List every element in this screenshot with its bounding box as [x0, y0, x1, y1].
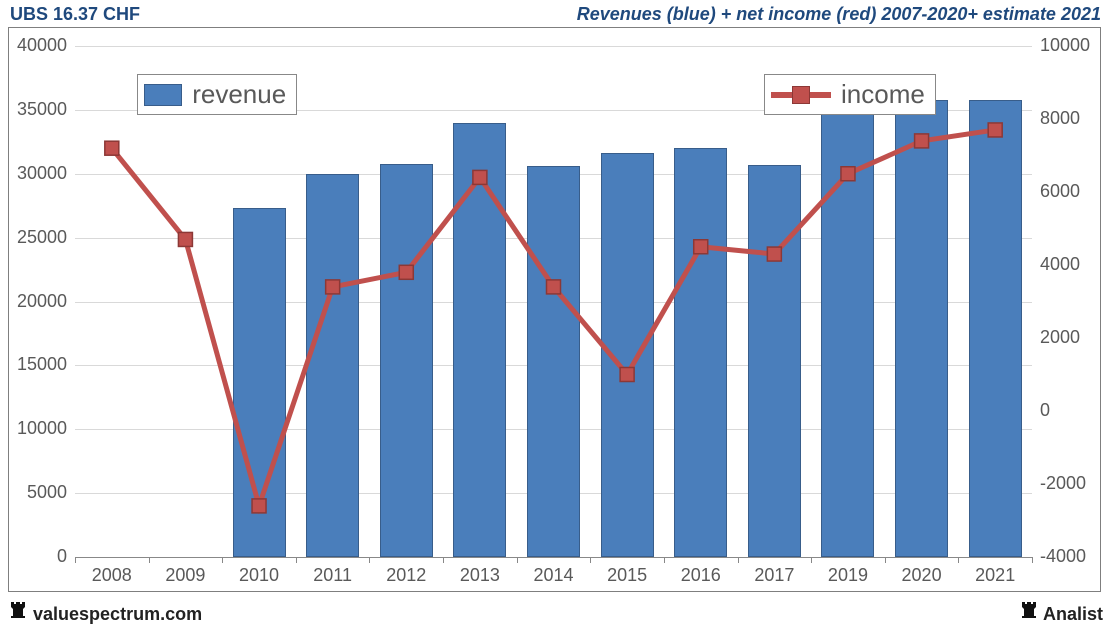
footer-right-text: Analist [1043, 604, 1103, 624]
ytick-right: 0 [1040, 400, 1050, 421]
income-marker [915, 134, 929, 148]
xtick-label: 2016 [681, 565, 721, 586]
ytick-right: -2000 [1040, 473, 1086, 494]
xtick-mark [149, 557, 150, 563]
income-line [112, 130, 995, 506]
xtick-label: 2015 [607, 565, 647, 586]
gridline [75, 557, 1032, 558]
xtick-label: 2013 [460, 565, 500, 586]
xtick-label: 2009 [165, 565, 205, 586]
legend-revenue-swatch [144, 84, 182, 106]
legend-income: income [764, 74, 936, 115]
xtick-label: 2021 [975, 565, 1015, 586]
xtick-mark [664, 557, 665, 563]
income-marker [694, 240, 708, 254]
income-line-layer [75, 46, 1032, 557]
xtick-mark [443, 557, 444, 563]
income-marker [178, 232, 192, 246]
rook-icon [1019, 600, 1039, 625]
ytick-left: 30000 [17, 163, 67, 184]
xtick-mark [811, 557, 812, 563]
xtick-mark [885, 557, 886, 563]
xtick-mark [958, 557, 959, 563]
ytick-right: 8000 [1040, 108, 1080, 129]
ytick-left: 5000 [27, 482, 67, 503]
income-marker [547, 280, 561, 294]
rook-icon [8, 600, 28, 625]
income-marker [252, 499, 266, 513]
footer-left: valuespectrum.com [8, 600, 202, 625]
income-marker [620, 368, 634, 382]
ytick-left: 10000 [17, 418, 67, 439]
xtick-label: 2020 [902, 565, 942, 586]
income-marker [988, 123, 1002, 137]
xtick-mark [738, 557, 739, 563]
ytick-left: 40000 [17, 35, 67, 56]
ytick-right: 10000 [1040, 35, 1090, 56]
income-marker [399, 265, 413, 279]
xtick-label: 2014 [533, 565, 573, 586]
ytick-right: 6000 [1040, 181, 1080, 202]
ytick-right: 2000 [1040, 327, 1080, 348]
ytick-left: 15000 [17, 354, 67, 375]
footer-left-text: valuespectrum.com [33, 604, 202, 624]
legend-revenue-label: revenue [192, 79, 286, 110]
income-marker [473, 170, 487, 184]
revenue-income-chart: 0500010000150002000025000300003500040000… [8, 27, 1101, 592]
legend-income-label: income [841, 79, 925, 110]
xtick-label: 2010 [239, 565, 279, 586]
xtick-mark [590, 557, 591, 563]
legend-revenue: revenue [137, 74, 297, 115]
ytick-right: 4000 [1040, 254, 1080, 275]
xtick-label: 2008 [92, 565, 132, 586]
xtick-label: 2012 [386, 565, 426, 586]
ytick-left: 35000 [17, 99, 67, 120]
xtick-mark [369, 557, 370, 563]
plot-area [75, 46, 1032, 557]
header-right: Revenues (blue) + net income (red) 2007-… [577, 4, 1101, 25]
xtick-label: 2017 [754, 565, 794, 586]
income-marker [767, 247, 781, 261]
xtick-mark [222, 557, 223, 563]
xtick-mark [75, 557, 76, 563]
xtick-label: 2019 [828, 565, 868, 586]
xtick-mark [1032, 557, 1033, 563]
xtick-mark [296, 557, 297, 563]
income-marker [105, 141, 119, 155]
income-marker [841, 167, 855, 181]
xtick-label: 2011 [313, 565, 352, 586]
xtick-mark [517, 557, 518, 563]
ytick-left: 0 [57, 546, 67, 567]
ytick-left: 20000 [17, 291, 67, 312]
ytick-right: -4000 [1040, 546, 1086, 567]
header-left: UBS 16.37 CHF [10, 4, 140, 25]
legend-income-swatch [771, 82, 831, 108]
income-marker [326, 280, 340, 294]
ytick-left: 25000 [17, 227, 67, 248]
footer-right: Analist [1019, 600, 1103, 625]
